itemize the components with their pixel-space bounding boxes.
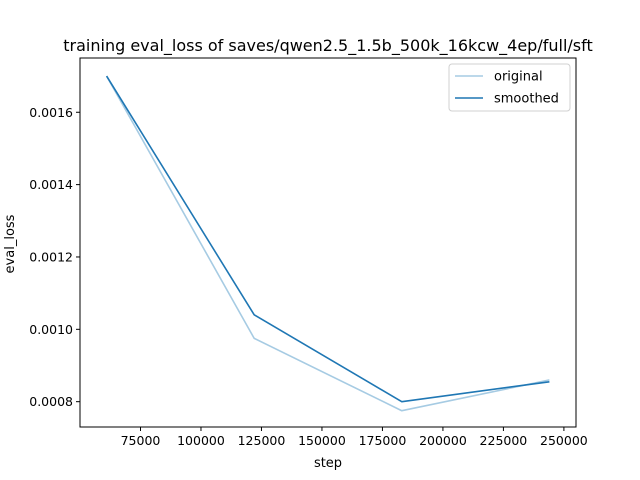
y-axis-label: eval_loss: [3, 214, 18, 273]
y-tick-label: 0.0016: [29, 105, 73, 120]
series-line-smoothed: [105, 75, 550, 403]
series-line-original: [105, 75, 550, 412]
y-tick-label: 0.0014: [29, 177, 73, 192]
x-tick-label: 225000: [480, 433, 528, 448]
y-tick-label: 0.0012: [29, 249, 73, 264]
plot-frame: [79, 57, 577, 428]
x-tick-label: 100000: [177, 433, 225, 448]
x-tick-label: 175000: [359, 433, 407, 448]
x-tick-label: 200000: [419, 433, 467, 448]
chart-title: training eval_loss of saves/qwen2.5_1.5b…: [63, 36, 592, 56]
y-tick-label: 0.0010: [29, 322, 73, 337]
legend: original smoothed: [448, 63, 571, 112]
legend-label-original: original: [494, 70, 543, 85]
x-tick-label: 125000: [238, 433, 286, 448]
x-tick-label: 150000: [298, 433, 346, 448]
x-tick-label: 250000: [540, 433, 588, 448]
y-tick-label: 0.0008: [29, 394, 73, 409]
legend-label-smoothed: smoothed: [494, 92, 559, 107]
x-tick-label: 75000: [121, 433, 161, 448]
x-axis-label: step: [314, 456, 342, 471]
